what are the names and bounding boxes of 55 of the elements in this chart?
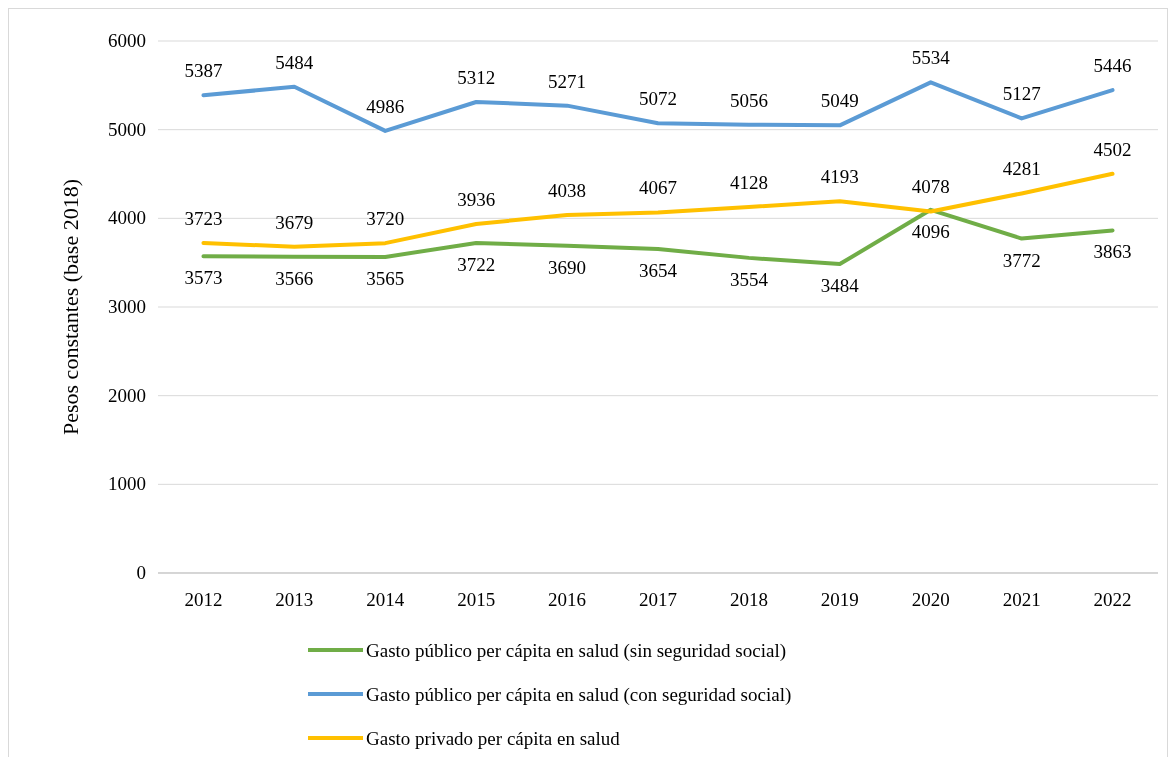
data-label: 3484 (820, 275, 860, 297)
y-tick-label: 4000 (108, 207, 146, 229)
data-label: 4502 (1093, 138, 1132, 160)
data-label: 3723 (184, 207, 223, 229)
y-axis-title: Pesos constantes (base 2018) (58, 178, 83, 436)
x-tick-label: 2016 (548, 589, 587, 610)
data-label: 5312 (457, 67, 496, 88)
legend-label: Gasto privado per cápita en salud (366, 728, 621, 749)
data-label: 3654 (639, 260, 678, 282)
data-label: 5387 (184, 60, 223, 82)
x-tick-label: 2020 (911, 589, 950, 610)
data-label: 4986 (366, 95, 405, 117)
data-label: 5484 (275, 51, 314, 73)
x-tick-label: 2022 (1093, 589, 1132, 610)
data-label: 5127 (1002, 83, 1041, 105)
data-label: 4078 (911, 176, 950, 198)
data-label: 3936 (457, 189, 496, 211)
data-label: 4281 (1002, 158, 1041, 180)
y-tick-label: 3000 (108, 296, 146, 317)
x-tick-label: 2019 (820, 589, 859, 610)
data-label: 3554 (729, 268, 769, 290)
data-label: 3566 (275, 267, 314, 289)
data-label: 3565 (366, 267, 405, 289)
data-label: 4038 (548, 179, 587, 201)
data-label: 4193 (820, 166, 859, 188)
data-label: 4096 (911, 220, 950, 242)
data-label: 3863 (1093, 241, 1132, 263)
data-label: 3679 (275, 211, 314, 233)
data-label: 5271 (548, 70, 587, 92)
data-label: 5072 (639, 88, 677, 110)
x-tick-label: 2015 (457, 589, 496, 610)
y-tick-label: 1000 (108, 473, 146, 495)
y-tick-label: 0 (136, 562, 146, 583)
data-label: 3722 (457, 253, 496, 275)
y-tick-label: 6000 (108, 30, 146, 51)
y-tick-label: 2000 (108, 384, 146, 406)
data-label: 3772 (1002, 249, 1041, 271)
legend-label: Gasto público per cápita en salud (sin seguridad social) (366, 640, 786, 662)
data-label: 4128 (729, 171, 768, 193)
data-label: 5056 (729, 89, 768, 111)
data-label: 3720 (366, 208, 405, 230)
data-label: 3690 (548, 256, 587, 278)
data-label: 5446 (1093, 55, 1132, 77)
x-tick-label: 2018 (729, 589, 768, 610)
x-tick-label: 2017 (639, 589, 677, 610)
x-tick-label: 2014 (366, 589, 405, 610)
data-label: 5534 (911, 47, 951, 69)
data-label: 3573 (184, 267, 223, 289)
x-tick-label: 2013 (275, 589, 314, 610)
data-label: 5049 (820, 90, 859, 112)
data-label: 4067 (639, 177, 677, 199)
x-tick-label: 2021 (1002, 589, 1041, 610)
x-tick-label: 2012 (184, 589, 223, 610)
legend-label: Gasto público per cápita en salud (con seguridad social) (366, 684, 792, 706)
y-tick-label: 5000 (108, 118, 146, 140)
